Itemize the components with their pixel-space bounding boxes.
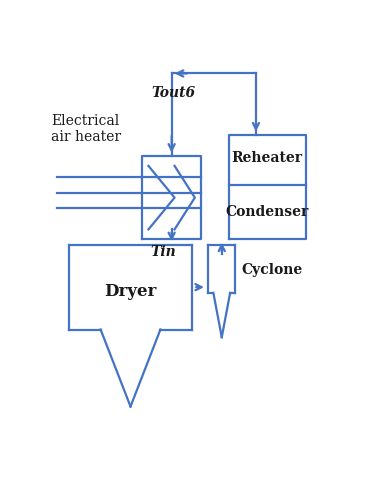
Text: Dryer: Dryer	[104, 282, 157, 300]
Text: Tout6: Tout6	[151, 86, 196, 100]
Text: Tin: Tin	[150, 246, 176, 260]
Text: Electrical
air heater: Electrical air heater	[51, 114, 121, 144]
Text: Condenser: Condenser	[225, 205, 309, 219]
Text: Cyclone: Cyclone	[241, 263, 303, 277]
Text: Reheater: Reheater	[232, 151, 303, 165]
